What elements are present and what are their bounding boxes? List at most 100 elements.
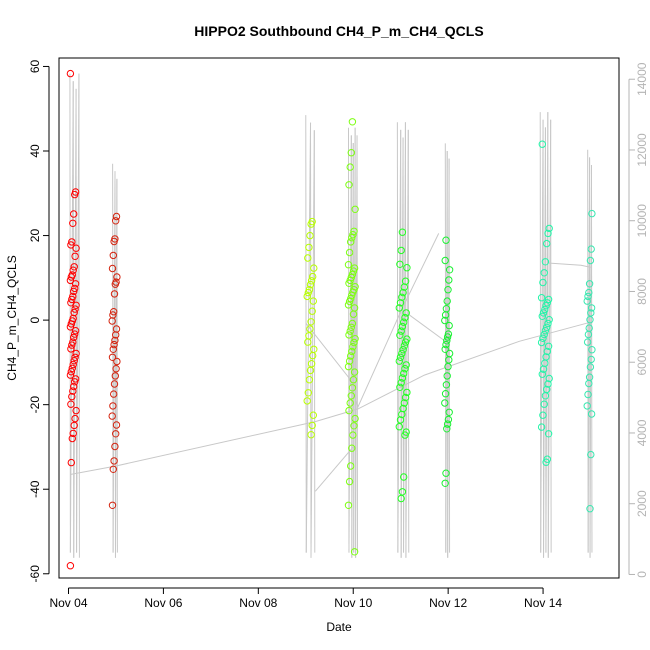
- data-point: [66, 562, 75, 570]
- x-tick-label: Nov 06: [144, 596, 182, 610]
- data-point: [66, 276, 75, 285]
- y2-tick-label: 2000: [635, 490, 649, 517]
- y-tick-label: 20: [28, 229, 42, 243]
- data-point: [309, 272, 317, 281]
- data-point: [305, 376, 314, 384]
- data-point: [583, 297, 591, 305]
- data-points-layer: [66, 69, 596, 570]
- data-point: [304, 254, 312, 262]
- data-point: [112, 217, 120, 225]
- data-point: [350, 422, 358, 430]
- data-point: [544, 295, 553, 304]
- data-point: [544, 380, 552, 388]
- data-point: [445, 408, 453, 416]
- data-point: [398, 322, 407, 331]
- data-point: [70, 421, 78, 430]
- data-point: [539, 365, 548, 373]
- data-point: [71, 284, 79, 293]
- y2-tick-label: 8000: [635, 278, 649, 305]
- data-point: [67, 345, 75, 353]
- data-point: [587, 410, 596, 418]
- data-point: [348, 444, 356, 452]
- data-point: [441, 256, 449, 265]
- y-tick-label: 60: [28, 59, 42, 73]
- data-point: [443, 337, 451, 345]
- data-point: [539, 334, 547, 342]
- data-point: [401, 338, 410, 346]
- data-point: [109, 402, 117, 410]
- data-point: [66, 323, 75, 331]
- data-point: [110, 237, 118, 246]
- data-point: [303, 292, 311, 301]
- data-point: [346, 399, 354, 407]
- data-point: [545, 374, 553, 383]
- y2-tick-label: 10000: [635, 204, 649, 238]
- data-point: [68, 341, 76, 349]
- data-point: [583, 338, 592, 346]
- data-point: [304, 338, 312, 346]
- data-point: [72, 301, 80, 309]
- data-point: [443, 333, 452, 341]
- data-point: [110, 390, 118, 398]
- plot-frame: [58, 57, 620, 579]
- data-point: [71, 330, 79, 338]
- data-point: [345, 279, 353, 287]
- data-point: [69, 292, 77, 301]
- data-point: [442, 469, 450, 477]
- data-point: [442, 236, 450, 244]
- data-point: [345, 331, 353, 339]
- data-point: [545, 316, 553, 324]
- data-point: [543, 347, 551, 356]
- data-point: [71, 414, 79, 423]
- data-point: [69, 387, 77, 395]
- data-point: [544, 229, 552, 238]
- data-point: [441, 311, 450, 319]
- y-tick-label: 40: [28, 144, 42, 158]
- data-point: [69, 266, 77, 274]
- data-point: [443, 420, 452, 428]
- data-point: [347, 149, 355, 157]
- data-point: [398, 293, 406, 301]
- data-point: [396, 353, 405, 361]
- data-point: [309, 411, 317, 419]
- data-point: [72, 244, 80, 252]
- y-tick-label: -20: [28, 396, 42, 414]
- data-point: [585, 280, 594, 288]
- data-point: [347, 323, 355, 331]
- data-point: [72, 406, 80, 415]
- data-point: [111, 280, 120, 288]
- data-point: [68, 238, 76, 246]
- data-point: [442, 381, 451, 389]
- data-point: [304, 389, 312, 397]
- data-point: [68, 392, 76, 401]
- data-point: [308, 307, 316, 315]
- data-point: [545, 224, 553, 233]
- data-point: [110, 340, 118, 349]
- data-point: [307, 318, 315, 326]
- data-point: [585, 288, 593, 297]
- data-point: [111, 372, 120, 380]
- data-point: [351, 205, 359, 214]
- data-point: [538, 370, 546, 378]
- data-point: [349, 376, 358, 384]
- data-point: [351, 335, 359, 343]
- data-point: [348, 234, 356, 242]
- data-point: [71, 305, 79, 313]
- data-point: [586, 316, 594, 324]
- data-point: [442, 340, 450, 349]
- data-point: [396, 416, 405, 424]
- data-point: [539, 411, 547, 419]
- data-point: [70, 382, 78, 391]
- data-point: [68, 364, 77, 372]
- data-point: [401, 313, 409, 322]
- data-point: [344, 501, 353, 509]
- data-point: [350, 338, 358, 347]
- data-point: [67, 400, 75, 408]
- data-point: [305, 243, 313, 252]
- data-point: [541, 392, 550, 400]
- x-tick-label: Nov 14: [524, 596, 562, 610]
- altitude-spike: [305, 122, 312, 553]
- data-point: [351, 414, 359, 423]
- data-point: [588, 209, 596, 218]
- data-point: [347, 462, 355, 470]
